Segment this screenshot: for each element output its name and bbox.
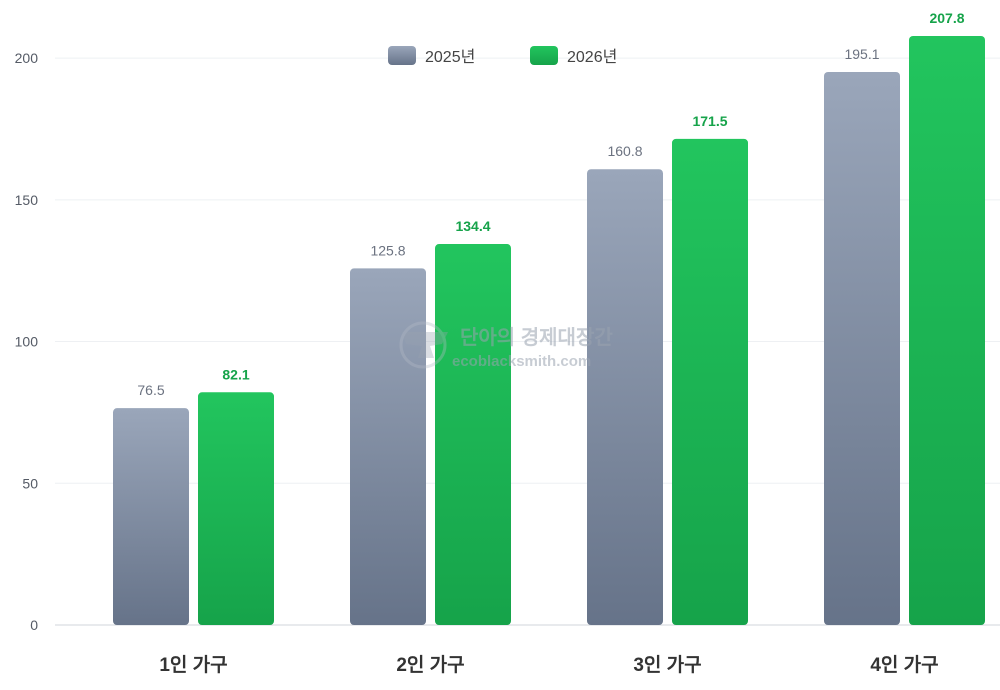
bar-2026 xyxy=(435,244,511,626)
bars xyxy=(113,36,985,626)
category-label: 1인 가구 xyxy=(159,654,227,676)
bar-2026 xyxy=(909,36,985,625)
legend-label-2026: 2026년 xyxy=(567,48,617,66)
bar-value-label: 125.8 xyxy=(370,242,405,258)
bar-2025 xyxy=(824,71,900,625)
bar-value-label: 82.1 xyxy=(222,366,249,382)
bar-value-label: 134.4 xyxy=(455,218,490,234)
bar-value-label: 195.1 xyxy=(844,46,879,62)
bar-2025 xyxy=(587,169,663,626)
watermark-url: ecoblacksmith.com xyxy=(452,353,591,370)
legend-swatch-2026 xyxy=(530,46,558,65)
bar-2026 xyxy=(672,138,748,626)
y-tick-label: 200 xyxy=(15,50,39,66)
watermark-title: 단아의 경제대장간 xyxy=(460,326,613,349)
legend-label-2025: 2025년 xyxy=(425,48,475,66)
y-tick-label: 150 xyxy=(15,192,39,208)
category-label: 4인 가구 xyxy=(870,654,938,676)
bar-value-label: 171.5 xyxy=(692,113,727,129)
bar-value-label: 160.8 xyxy=(607,143,642,159)
x-axis-categories: 1인 가구 2인 가구 3인 가구 4인 가구 xyxy=(159,654,938,676)
category-label: 2인 가구 xyxy=(396,654,464,676)
y-tick-label: 0 xyxy=(30,617,38,633)
value-labels: 76.5 82.1 125.8 134.4 160.8 171.5 195.1 207.8 xyxy=(137,10,964,398)
y-tick-label: 50 xyxy=(22,475,38,491)
legend-swatch-2025 xyxy=(388,46,416,65)
anvil-logo-icon xyxy=(399,321,448,369)
bar-2025 xyxy=(350,268,426,625)
legend: 2025년 2026년 xyxy=(388,46,617,66)
bar-2026 xyxy=(198,392,274,625)
category-label: 3인 가구 xyxy=(633,654,701,676)
bar-value-label: 76.5 xyxy=(137,382,164,398)
y-axis-ticks: 0 50 100 150 200 xyxy=(15,50,39,633)
bar-2025 xyxy=(113,408,189,625)
y-tick-label: 100 xyxy=(15,334,39,350)
watermark: 단아의 경제대장간 ecoblacksmith.com xyxy=(399,321,613,370)
bar-value-label: 207.8 xyxy=(929,10,964,26)
